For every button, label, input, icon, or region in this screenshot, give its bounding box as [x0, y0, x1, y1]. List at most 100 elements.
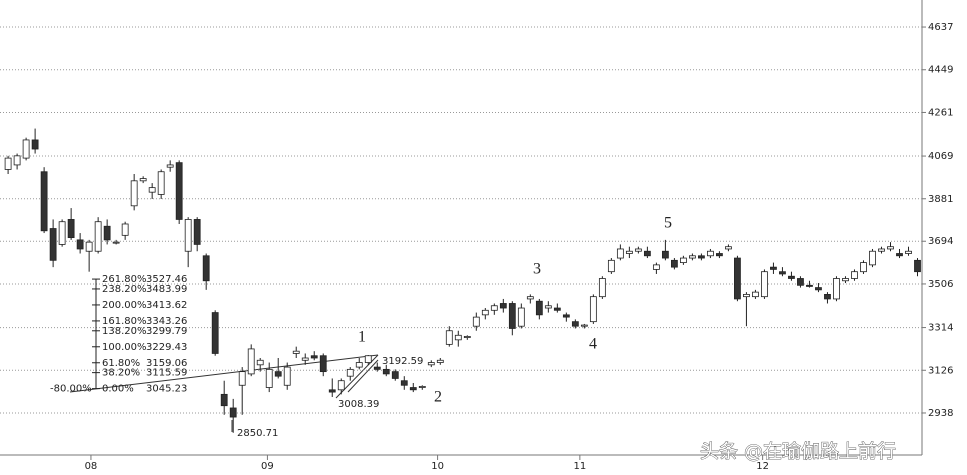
- y-tick-label: 2938: [928, 408, 953, 419]
- trend-line: [347, 359, 379, 393]
- candle-body: [337, 380, 345, 391]
- x-tick-label: 09: [261, 461, 274, 472]
- candle-body: [797, 278, 804, 286]
- candle-body: [454, 334, 462, 341]
- fib-price: 3045.23: [146, 384, 187, 395]
- candle-body: [319, 355, 327, 373]
- candle-body: [589, 296, 597, 323]
- candle-body: [661, 250, 669, 259]
- candle-body: [526, 296, 534, 300]
- candle-body: [112, 241, 120, 244]
- price-note: 2850.71: [237, 428, 278, 439]
- candle-body: [184, 219, 192, 252]
- candle-body: [508, 303, 516, 329]
- wave-label: 2: [434, 389, 442, 406]
- candle-body: [788, 275, 795, 279]
- candle-body: [40, 171, 48, 232]
- x-tick-label: 10: [431, 461, 444, 472]
- candle-body: [175, 162, 183, 220]
- y-tick-label: 4261: [928, 107, 953, 118]
- candle-body: [328, 389, 336, 393]
- candle-body: [427, 362, 435, 366]
- candle-body: [698, 255, 705, 259]
- candle-body: [445, 330, 453, 345]
- candle-body: [391, 371, 399, 379]
- trend-line: [335, 354, 379, 399]
- candle-body: [67, 219, 75, 239]
- x-tick-label: 11: [573, 461, 586, 472]
- candle-body: [896, 253, 903, 257]
- fib-ratio: 100.00%: [102, 342, 147, 353]
- wave-label: 5: [664, 215, 672, 232]
- candle-body: [643, 250, 651, 257]
- fib-extra: -80.00%: [50, 384, 92, 395]
- candle-body: [166, 164, 174, 168]
- candle-body: [355, 362, 363, 368]
- fib-price: 3343.26: [146, 316, 187, 327]
- candle-body: [382, 368, 390, 375]
- candle-body: [824, 293, 831, 300]
- candle-body: [364, 355, 372, 363]
- candle-body: [634, 248, 642, 252]
- x-tick-label: 12: [756, 461, 769, 472]
- candle-body: [310, 355, 318, 359]
- candle-body: [292, 350, 300, 354]
- candle-body: [94, 221, 102, 252]
- candle-body: [238, 371, 246, 386]
- candle-body: [517, 307, 525, 327]
- candle-body: [860, 262, 867, 273]
- y-tick-label: 3506: [928, 279, 953, 290]
- candle-body: [229, 407, 237, 418]
- candle-body: [914, 259, 921, 273]
- candle-body: [220, 393, 228, 407]
- candle-body: [833, 278, 840, 300]
- wave-label: 1: [358, 329, 366, 346]
- fib-ratio: 138.20%: [102, 326, 147, 337]
- candle-body: [779, 271, 786, 275]
- candle-body: [616, 248, 624, 259]
- fib-price: 3413.62: [146, 300, 187, 311]
- candle-body: [418, 385, 426, 388]
- fib-price: 3229.43: [146, 342, 187, 353]
- candle-body: [815, 287, 822, 291]
- candle-body: [878, 248, 885, 252]
- candle-body: [743, 293, 750, 298]
- fib-ratio: 38.20%: [102, 368, 140, 379]
- candle-body: [121, 223, 129, 236]
- y-tick-label: 3881: [928, 194, 953, 205]
- candle-body: [652, 264, 660, 270]
- candle-body: [49, 228, 57, 261]
- candle-body: [409, 387, 417, 391]
- candle-body: [544, 305, 552, 309]
- candle-body: [869, 250, 876, 266]
- fib-price: 3299.79: [146, 326, 187, 337]
- candle-body: [400, 380, 408, 386]
- candle-body: [103, 225, 111, 241]
- candle-body: [905, 250, 912, 254]
- candle-body: [139, 178, 147, 182]
- candle-body: [202, 255, 210, 282]
- candle-body: [130, 180, 138, 207]
- candle-body: [247, 348, 255, 375]
- candle-body: [842, 278, 849, 282]
- candle-body: [256, 359, 264, 366]
- candle-body: [436, 359, 444, 363]
- price-note: 3192.59: [382, 356, 423, 367]
- candle-body: [4, 157, 12, 170]
- candle-body: [607, 259, 615, 273]
- fib-price: 3159.06: [146, 358, 187, 369]
- candle-body: [535, 300, 543, 316]
- candle-body: [265, 368, 273, 388]
- fib-ratio: 0.00%: [102, 384, 134, 395]
- candle-body: [761, 271, 768, 298]
- fib-price: 3527.46: [146, 274, 187, 285]
- candle-body: [274, 371, 282, 377]
- candle-body: [58, 221, 66, 245]
- candle-body: [571, 321, 579, 327]
- candle-body: [481, 309, 489, 316]
- y-tick-label: 3694: [928, 236, 953, 247]
- candle-body: [752, 291, 759, 298]
- y-tick-label: 4637: [928, 22, 953, 33]
- candle-body: [580, 324, 588, 327]
